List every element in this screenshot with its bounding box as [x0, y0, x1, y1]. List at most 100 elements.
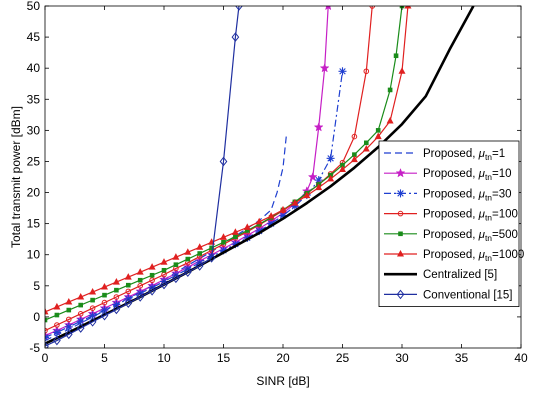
- legend-box: [378, 140, 520, 308]
- series-5: [45, 6, 405, 323]
- data-point-4-8: [125, 288, 132, 295]
- legend-label-value: =1000: [492, 249, 524, 261]
- x-tick-label: 25: [336, 351, 350, 365]
- data-point-8-7: [112, 304, 121, 315]
- legend-entry-8: Conventional [15]: [384, 289, 513, 301]
- legend-label: Proposed, μtn=30: [423, 188, 512, 202]
- data-point-6-1: [45, 307, 49, 315]
- data-point-6-31: [398, 67, 406, 74]
- data-point-5-1: [45, 317, 48, 323]
- legend-label: Proposed, μtn=1: [423, 148, 505, 162]
- data-point-5-11: [161, 267, 167, 273]
- data-point-6-18: [243, 223, 251, 230]
- legend-label-mu: μ: [478, 188, 486, 200]
- data-point-2-27: [325, 6, 332, 11]
- data-point-4-2: [54, 322, 60, 328]
- y-tick-label: -5: [29, 341, 40, 355]
- legend-label: Proposed, μtn=500: [423, 229, 518, 243]
- legend-label-base: Proposed,: [423, 209, 479, 221]
- legend-label-sub: tn: [485, 152, 492, 162]
- legend-label-base: Conventional [15]: [423, 289, 513, 301]
- legend-marker: [398, 231, 403, 237]
- data-point-8-13: [183, 267, 192, 277]
- data-point-6-23: [303, 191, 311, 199]
- y-tick-label: 20: [27, 186, 41, 200]
- series-1: [45, 133, 288, 342]
- data-point-5-14: [197, 251, 202, 256]
- data-point-4-27: [351, 133, 358, 140]
- data-point-8-14: [195, 261, 204, 271]
- data-point-8-1: [45, 341, 49, 348]
- legend-entry-7: Centralized [5]: [384, 269, 497, 281]
- data-point-6-12: [172, 253, 180, 260]
- x-tick-label: 5: [101, 351, 108, 365]
- data-point-4-3: [66, 316, 72, 323]
- data-point-6-7: [112, 278, 120, 285]
- legend-marker: [396, 249, 405, 257]
- legend-label-base: Proposed,: [423, 188, 479, 200]
- data-point-5-6: [102, 292, 107, 298]
- data-point-6-28: [362, 144, 370, 152]
- data-point-6-17: [231, 228, 239, 235]
- legend-entry-5: Proposed, μtn=500: [384, 229, 518, 243]
- data-point-6-32: [404, 6, 412, 9]
- data-point-4-4: [77, 311, 84, 317]
- data-point-8-8: [124, 298, 133, 309]
- data-point-8-4: [76, 323, 85, 333]
- legend-label-value: =30: [492, 188, 512, 200]
- legend-marker: [396, 189, 405, 198]
- data-point-4-5: [89, 305, 96, 312]
- data-point-3-1: [45, 333, 49, 342]
- data-point-6-30: [386, 117, 394, 124]
- data-point-3-2: [52, 328, 61, 337]
- data-point-8-9: [136, 292, 145, 302]
- data-point-5-13: [185, 256, 191, 262]
- data-point-5-9: [137, 277, 143, 283]
- data-point-6-25: [327, 174, 335, 182]
- legend-label: Proposed, μtn=10: [423, 168, 512, 182]
- legend-label-base: Proposed,: [423, 168, 479, 180]
- data-point-6-6: [100, 283, 109, 290]
- legend-marker: [395, 167, 406, 178]
- series-line-1: [45, 133, 288, 342]
- legend-label: Proposed, μtn=100: [423, 209, 518, 223]
- x-tick-label: 20: [276, 351, 290, 365]
- legend-label-sub: tn: [485, 192, 492, 202]
- x-axis-label: SINR [dB]: [256, 374, 309, 388]
- legend-label-value: =10: [492, 168, 512, 180]
- x-tick-label: 40: [514, 351, 528, 365]
- data-point-2-25: [313, 122, 324, 132]
- legend-label-mu: μ: [478, 229, 486, 241]
- legend-entry-3: Proposed, μtn=30: [384, 188, 512, 202]
- data-point-5-16: [221, 239, 226, 245]
- data-point-5-15: [209, 245, 214, 251]
- legend-marker: [396, 289, 405, 300]
- legend-label: Conventional [15]: [423, 289, 513, 301]
- legend-label-value: =1: [492, 148, 505, 160]
- x-tick-label: 0: [42, 351, 49, 365]
- data-point-8-10: [148, 285, 156, 296]
- y-tick-label: 40: [27, 61, 41, 75]
- data-point-4-28: [363, 68, 370, 75]
- data-point-6-9: [136, 268, 144, 275]
- data-point-4-10: [149, 277, 155, 284]
- legend-label-mu: μ: [478, 148, 486, 160]
- y-tick-label: 35: [27, 92, 41, 106]
- data-point-8-5: [88, 317, 97, 327]
- series-6: [45, 6, 412, 315]
- data-point-3-26: [338, 67, 347, 76]
- data-point-5-28: [363, 140, 369, 146]
- legend-label-base: Centralized [5]: [423, 269, 497, 281]
- legend-label-sub: tn: [485, 233, 492, 243]
- data-point-6-11: [160, 258, 168, 265]
- x-tick-label: 10: [157, 351, 171, 365]
- legend-label-sub: tn: [485, 172, 492, 182]
- data-point-6-24: [315, 183, 323, 191]
- data-point-2-26: [319, 62, 330, 73]
- legend-label-base: Proposed,: [423, 249, 479, 261]
- data-point-5-29: [375, 128, 381, 133]
- legend-label-mu: μ: [478, 209, 486, 221]
- data-point-6-22: [291, 199, 299, 206]
- data-point-8-2: [53, 335, 61, 346]
- legend-label-value: =100: [492, 209, 518, 221]
